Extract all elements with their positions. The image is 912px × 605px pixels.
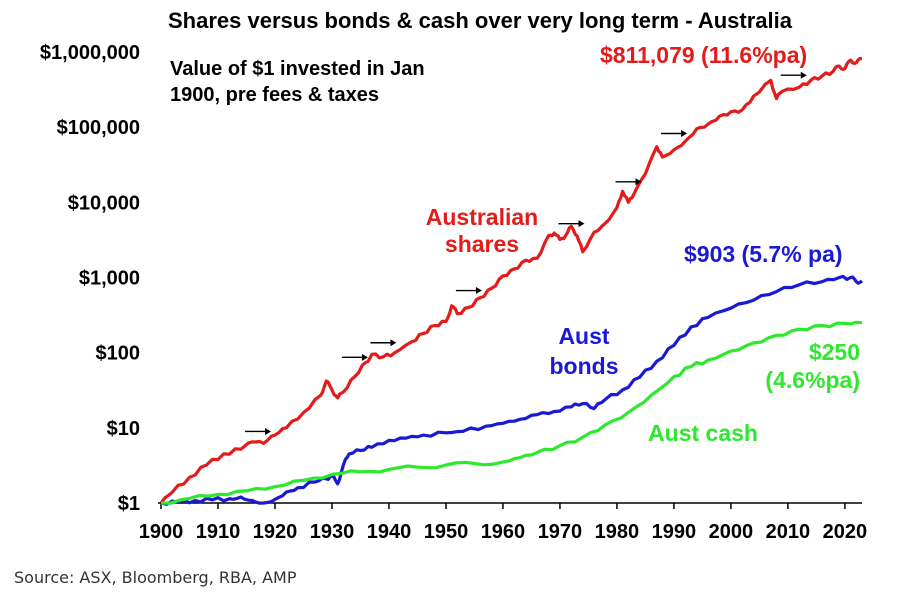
series-line-australian-shares <box>159 56 863 504</box>
y-tick-label: $1,000,000 <box>40 42 140 64</box>
cash-end-label-line-1: $250 <box>809 339 860 365</box>
cash-label: Aust cash <box>648 420 758 446</box>
bonds-label-line-2: bonds <box>550 353 619 379</box>
y-tick-label: $10,000 <box>68 192 140 214</box>
source-note: Source: ASX, Bloomberg, RBA, AMP <box>14 568 297 587</box>
x-tick-label: 2000 <box>709 521 754 543</box>
arrow-marker <box>780 71 807 79</box>
y-tick-label: $1,000 <box>79 268 140 290</box>
bonds-end-label: $903 (5.7% pa) <box>684 241 843 267</box>
x-axis-ticks <box>160 503 846 509</box>
x-tick-label: 1960 <box>481 521 526 543</box>
x-tick-label: 2010 <box>766 521 811 543</box>
x-tick-label: 1940 <box>367 521 412 543</box>
y-tick-label: $100 <box>96 343 141 365</box>
y-axis-tick-labels: $1 $10 $100 $1,000 $10,000 $100,000 $1,000,000 <box>40 42 140 515</box>
note-line-2: 1900, pre fees & taxes <box>170 84 379 106</box>
y-tick-label: $1 <box>118 493 140 515</box>
chart-title: Shares versus bonds & cash over very lon… <box>168 8 793 33</box>
cash-end-label-line-2: (4.6%pa) <box>765 367 860 393</box>
arrow-marker <box>245 427 272 435</box>
bonds-label-line-1: Aust <box>558 323 609 349</box>
arrow-marker <box>370 339 397 347</box>
shares-label-line-1: Australian <box>426 204 538 230</box>
arrow-marker <box>341 353 368 361</box>
x-tick-label: 1990 <box>652 521 697 543</box>
x-tick-label: 1950 <box>424 521 469 543</box>
x-tick-label: 1970 <box>538 521 583 543</box>
arrow-marker <box>455 287 482 295</box>
y-tick-label: $100,000 <box>57 117 140 139</box>
arrow-markers <box>245 71 807 435</box>
shares-end-label: $811,079 (11.6%pa) <box>600 42 807 68</box>
x-tick-label: 2020 <box>823 521 868 543</box>
x-axis-tick-labels: 1900 1910 1920 1930 1940 1950 1960 1970 1980 1990… <box>139 521 867 543</box>
x-tick-label: 1980 <box>595 521 640 543</box>
arrow-marker <box>615 178 642 186</box>
chart: Shares versus bonds & cash over very lon… <box>40 8 867 543</box>
arrow-marker <box>558 220 585 228</box>
note-line-1: Value of $1 invested in Jan <box>170 58 425 80</box>
series-lines <box>159 56 864 506</box>
x-tick-label: 1900 <box>139 521 184 543</box>
x-tick-label: 1930 <box>310 521 355 543</box>
x-tick-label: 1910 <box>196 521 241 543</box>
arrow-marker <box>661 130 688 138</box>
series-line-aust-cash <box>160 320 863 505</box>
x-tick-label: 1920 <box>253 521 298 543</box>
series-line-aust-bonds <box>160 274 864 506</box>
y-tick-label: $10 <box>107 418 140 440</box>
shares-label-line-2: shares <box>445 231 519 257</box>
